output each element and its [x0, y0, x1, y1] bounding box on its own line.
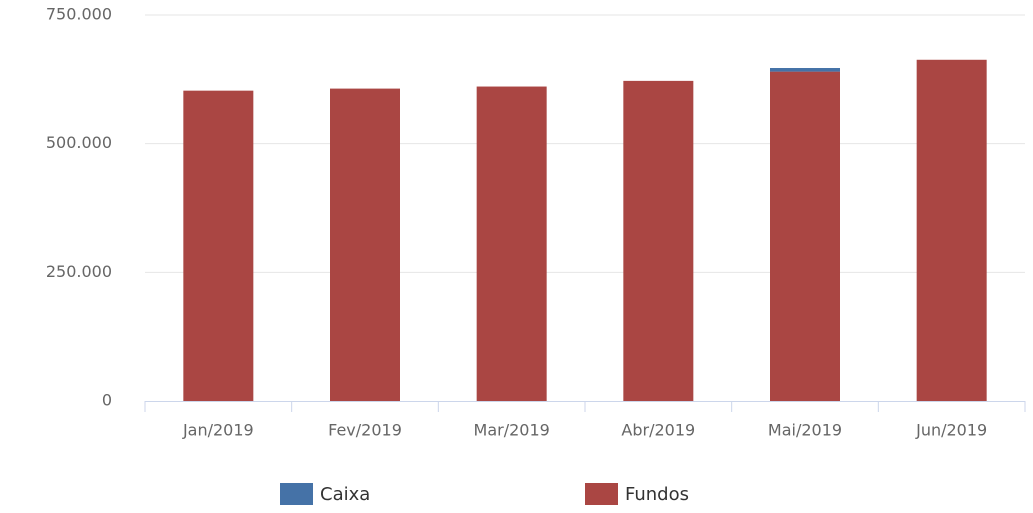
bar-segment	[183, 90, 254, 401]
legend-label: Fundos	[625, 484, 689, 505]
x-tick-label: Jan/2019	[182, 421, 254, 440]
x-tick-label: Abr/2019	[621, 421, 695, 440]
x-tick-label: Mar/2019	[474, 421, 550, 440]
bar-segment	[330, 88, 400, 401]
legend-swatch	[585, 483, 618, 505]
bar-segment	[770, 71, 840, 401]
bar-segment	[623, 80, 694, 402]
y-tick-label: 250.000	[46, 262, 112, 281]
bar-segment	[770, 68, 840, 72]
y-tick-label: 0	[102, 391, 112, 410]
x-tick-label: Jun/2019	[915, 421, 987, 440]
x-tick-label: Mai/2019	[768, 421, 842, 440]
bar-segment	[916, 59, 987, 401]
legend-label: Caixa	[320, 484, 370, 505]
bar-segment	[476, 86, 547, 401]
y-tick-label: 750.000	[46, 5, 112, 24]
legend-swatch	[280, 483, 313, 505]
x-tick-label: Fev/2019	[328, 421, 402, 440]
y-tick-label: 500.000	[46, 133, 112, 152]
